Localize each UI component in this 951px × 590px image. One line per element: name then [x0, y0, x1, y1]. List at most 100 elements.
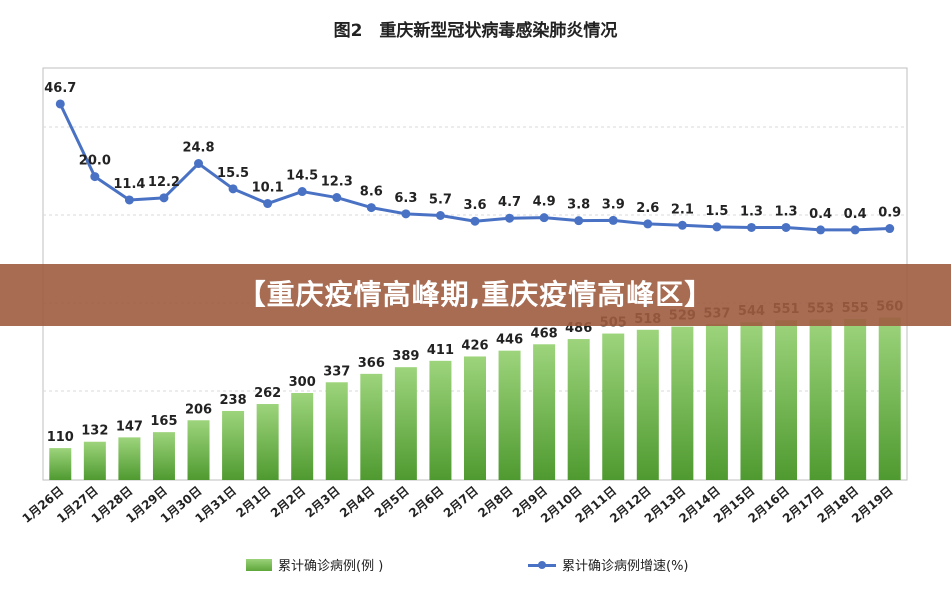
- line-point: [781, 222, 791, 232]
- line-point: [332, 193, 342, 203]
- line-value-label: 1.3: [740, 204, 763, 219]
- line-value-label: 4.9: [533, 195, 556, 210]
- bar: [740, 322, 763, 480]
- line-point: [677, 220, 687, 230]
- bar: [429, 360, 452, 480]
- banner-text: 【重庆疫情高峰期,重庆疫情高峰区】: [237, 278, 714, 311]
- bar: [152, 432, 175, 480]
- line-value-label: 0.9: [878, 206, 901, 221]
- line-point: [55, 99, 65, 109]
- line-value-label: 20.0: [79, 154, 111, 169]
- bar: [671, 326, 694, 480]
- line-swatch: [528, 559, 556, 571]
- bar-value-label: 132: [81, 424, 108, 439]
- legend-line: 累计确诊病例增速(%): [528, 555, 689, 574]
- bar-value-label: 468: [531, 326, 558, 341]
- overlay-banner: [0, 264, 951, 326]
- line-value-label: 15.5: [217, 166, 249, 181]
- x-tick-label: 2月2日: [268, 484, 308, 521]
- bar: [705, 324, 728, 480]
- line-point: [194, 159, 204, 169]
- line-point: [90, 172, 100, 182]
- line-point: [505, 213, 515, 223]
- line-point: [228, 184, 238, 194]
- line-value-label: 1.5: [705, 204, 728, 219]
- line-point: [885, 224, 895, 234]
- line-value-label: 46.7: [44, 81, 76, 96]
- chart-title: 图2 重庆新型冠状病毒感染肺炎情况: [333, 21, 618, 41]
- line-value-label: 1.3: [775, 204, 798, 219]
- line-point: [608, 215, 618, 225]
- line-point: [263, 199, 273, 209]
- bar-value-label: 426: [461, 338, 488, 353]
- bar-swatch: [246, 558, 272, 571]
- bar: [49, 448, 72, 480]
- x-tick-label: 2月5日: [372, 484, 412, 521]
- bar: [118, 437, 141, 480]
- line-point: [643, 219, 653, 229]
- line-value-label: 10.1: [252, 181, 284, 196]
- bar: [187, 420, 210, 480]
- bar-value-label: 238: [220, 393, 247, 408]
- bar: [394, 367, 417, 480]
- bar-value-label: 165: [150, 414, 177, 429]
- line-value-label: 3.6: [463, 198, 486, 213]
- line-point: [470, 216, 480, 226]
- line-point: [435, 210, 445, 220]
- x-tick-label: 2月8日: [475, 484, 515, 521]
- line-value-label: 6.3: [394, 191, 417, 206]
- line-point: [159, 193, 169, 203]
- bar-value-label: 300: [289, 375, 316, 390]
- bar: [360, 373, 383, 480]
- legend-line-label: 累计确诊病例增速(%): [562, 559, 689, 574]
- bar-value-label: 206: [185, 402, 212, 417]
- x-tick-label: 2月1日: [233, 484, 273, 521]
- line-point: [746, 222, 756, 232]
- bar-value-label: 337: [323, 364, 350, 379]
- bar: [636, 329, 659, 480]
- bar: [222, 410, 245, 480]
- line-value-label: 0.4: [844, 207, 867, 222]
- bar: [533, 344, 556, 480]
- line-value-label: 2.6: [636, 201, 659, 216]
- bar: [809, 319, 832, 480]
- bar: [325, 382, 348, 480]
- x-tick-label: 2月4日: [337, 484, 377, 521]
- bar-value-label: 389: [392, 349, 419, 364]
- line-value-label: 3.9: [602, 197, 625, 212]
- line-point: [574, 216, 584, 226]
- line-point: [401, 209, 411, 219]
- bar: [878, 317, 901, 480]
- bar-value-label: 446: [496, 333, 523, 348]
- line-value-label: 2.1: [671, 202, 694, 217]
- bar: [775, 320, 798, 480]
- line-value-label: 5.7: [429, 192, 452, 207]
- line-point: [816, 225, 826, 235]
- bar: [567, 339, 590, 480]
- bar-value-label: 366: [358, 356, 385, 371]
- line-point: [297, 187, 307, 197]
- line-value-label: 14.5: [286, 169, 318, 184]
- bar-value-label: 147: [116, 419, 143, 434]
- line-point: [539, 213, 549, 223]
- legend-bar: 累计确诊病例(例 ): [246, 555, 383, 574]
- bar: [844, 319, 867, 480]
- line-point: [850, 225, 860, 235]
- line-value-label: 4.7: [498, 195, 521, 210]
- bar: [602, 333, 625, 480]
- bar: [291, 393, 314, 480]
- legend-bar-label: 累计确诊病例(例 ): [278, 559, 384, 574]
- x-tick-label: 2月6日: [406, 484, 446, 521]
- line-value-label: 12.3: [321, 175, 353, 190]
- bar-value-label: 262: [254, 386, 281, 401]
- line-value-label: 24.8: [182, 141, 214, 156]
- bar-value-label: 411: [427, 343, 454, 358]
- bar-value-label: 110: [47, 430, 74, 445]
- line-point: [712, 222, 722, 232]
- bar: [83, 441, 106, 480]
- line-point: [366, 203, 376, 213]
- line-point: [124, 195, 134, 205]
- line-value-label: 12.2: [148, 175, 180, 190]
- line-value-label: 3.8: [567, 198, 590, 213]
